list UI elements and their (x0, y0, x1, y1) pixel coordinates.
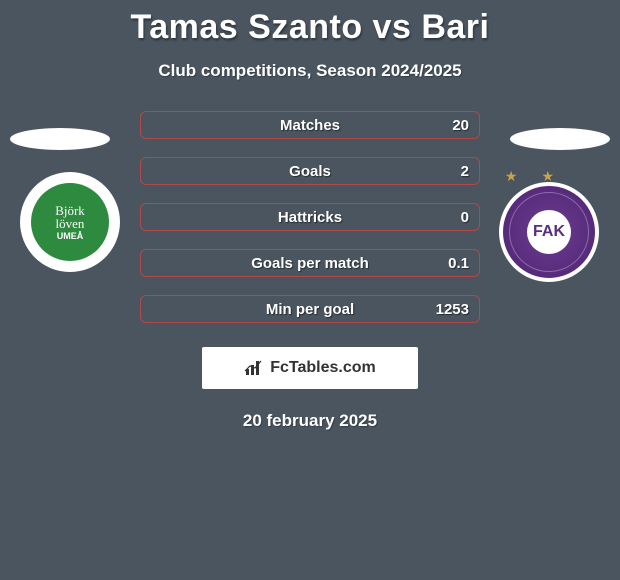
stat-label: Hattricks (278, 209, 342, 226)
stat-value: 0.1 (448, 255, 469, 272)
stat-row-matches: Matches 20 (140, 111, 480, 139)
stat-row-min-per-goal: Min per goal 1253 (140, 295, 480, 323)
stat-value: 2 (461, 163, 469, 180)
stat-label: Matches (280, 117, 340, 134)
ellipse-left (10, 128, 110, 150)
club-badge-left: Björk löven UMEÅ (20, 172, 120, 272)
stat-value: 20 (452, 117, 469, 134)
badge-left-line1: Björk (55, 204, 85, 217)
stat-label: Goals (289, 163, 331, 180)
stat-label: Goals per match (251, 255, 369, 272)
stat-row-hattricks: Hattricks 0 (140, 203, 480, 231)
badge-ring (509, 192, 589, 272)
page-title: Tamas Szanto vs Bari (0, 0, 620, 47)
ellipse-right (510, 128, 610, 150)
stat-row-goals: Goals 2 (140, 157, 480, 185)
fctables-logo: FcTables.com (202, 347, 418, 389)
stat-label: Min per goal (266, 301, 354, 318)
date-text: 20 february 2025 (0, 411, 620, 431)
badge-left-inner: Björk löven UMEÅ (31, 183, 109, 261)
badge-left-line2: löven (56, 217, 85, 230)
badge-left-line3: UMEÅ (57, 232, 84, 241)
stat-value: 1253 (436, 301, 469, 318)
club-badge-right: FAK (497, 180, 601, 284)
page-subtitle: Club competitions, Season 2024/2025 (0, 61, 620, 81)
stat-value: 0 (461, 209, 469, 226)
stats-list: Matches 20 Goals 2 Hattricks 0 Goals per… (140, 111, 480, 323)
stat-row-goals-per-match: Goals per match 0.1 (140, 249, 480, 277)
austria-badge: FAK (499, 182, 599, 282)
bar-chart-icon (244, 359, 266, 377)
logo-text: FcTables.com (270, 359, 376, 377)
